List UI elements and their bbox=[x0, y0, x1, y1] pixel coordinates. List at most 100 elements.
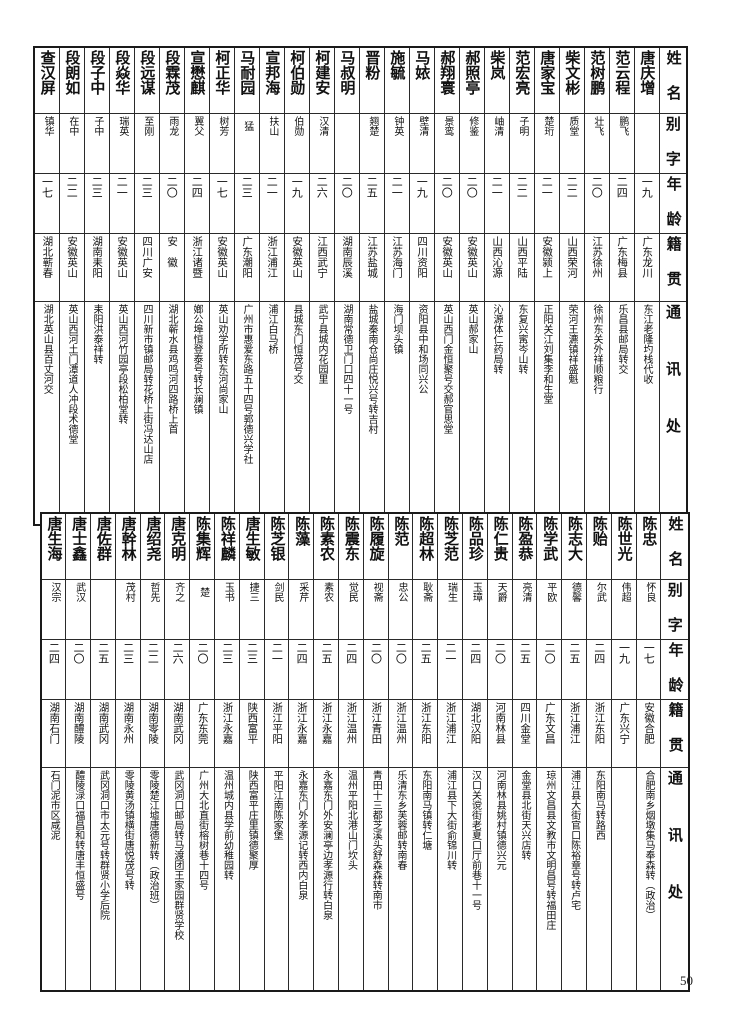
cell-text: 浦江县大街官口陈裕章号转卢宅 bbox=[568, 769, 580, 910]
cell-text: 怀良 bbox=[643, 581, 655, 602]
cell-text: 东复兴寗岑山转 bbox=[516, 303, 527, 374]
cell-text: 荣河王瀌镇祥盛魁 bbox=[566, 303, 577, 384]
cell-text: 浙江浦江 bbox=[568, 701, 581, 744]
cell-text: 玉书 bbox=[222, 581, 234, 602]
cell-text: 二四 bbox=[190, 175, 204, 198]
cell-name: 宣邦海 bbox=[258, 46, 285, 114]
cell-text: 剑民 bbox=[271, 581, 283, 602]
cell-text: 雨龙 bbox=[166, 115, 178, 136]
cell-text: 唐生敏 bbox=[243, 516, 262, 561]
cell-text: 琼州文昌县文教市文明昌号转福田庄 bbox=[543, 769, 555, 930]
cell-text: 郝照亭 bbox=[463, 50, 482, 95]
row-label-origin: 籍 贯 bbox=[658, 232, 688, 302]
cell-origin: 湖南耒阳 bbox=[83, 232, 110, 302]
cell-text: 二五 bbox=[518, 641, 532, 664]
cell-text: 二三 bbox=[121, 641, 135, 664]
cell-text: 二五 bbox=[567, 641, 581, 664]
cell-text: 二三 bbox=[90, 175, 104, 198]
cell-text: 二一 bbox=[390, 175, 404, 198]
cell-origin: 浙江永嘉 bbox=[313, 698, 340, 768]
cell-address: 河南林县姚村镇德兴元 bbox=[486, 766, 513, 992]
cell-text: 二〇 bbox=[369, 641, 383, 664]
cell-age: 二〇 bbox=[387, 638, 414, 700]
cell-text: 唐士鑫 bbox=[70, 516, 89, 561]
row-label-name: 姓 名 bbox=[658, 46, 688, 114]
cell-alias: 楚 bbox=[189, 578, 216, 640]
cell-text: 采芹 bbox=[296, 581, 308, 602]
cell-age: 二五 bbox=[561, 638, 588, 700]
cell-address: 广州大北直街榕树巷十四号 bbox=[189, 766, 216, 992]
cell-text: 二二 bbox=[65, 175, 79, 198]
cell-alias: 视斋 bbox=[362, 578, 389, 640]
cell-text: 安徽合肥 bbox=[643, 701, 656, 744]
cell-alias: 亮清 bbox=[511, 578, 538, 640]
cell-origin: 浙江永嘉 bbox=[214, 698, 240, 768]
row-label-age: 年 龄 bbox=[660, 638, 690, 700]
cell-alias: 玉书 bbox=[214, 578, 240, 640]
cell-origin: 山西平陆 bbox=[508, 232, 535, 302]
cell-address: 平阳江南陈家堡 bbox=[263, 766, 290, 992]
scan-edge-mask bbox=[717, 0, 733, 1024]
cell-text: 山西平陆 bbox=[516, 235, 529, 278]
cell-age: 二四 bbox=[586, 638, 612, 700]
cell-name: 陈履旋 bbox=[362, 512, 389, 580]
cell-alias: 子中 bbox=[83, 112, 110, 174]
cell-text: 盐城秦南仓尚庄悦兴号转吉村 bbox=[366, 303, 377, 434]
cell-text: 柴岚 bbox=[488, 50, 507, 80]
cell-text: 陈祥麟 bbox=[218, 516, 237, 561]
cell-text: 亮清 bbox=[519, 581, 531, 602]
cell-text: 景鸾 bbox=[441, 115, 453, 136]
cell-text: 二〇 bbox=[590, 175, 604, 198]
cell-age: 二六 bbox=[308, 172, 335, 234]
cell-text: 二一 bbox=[270, 641, 284, 664]
cell-text: 湖北蕲水县鸡鸣河四路桥上首 bbox=[166, 303, 177, 434]
cell-text: 安徽英山 bbox=[291, 235, 304, 278]
cell-age: 二四 bbox=[40, 638, 67, 700]
cell-name: 陈集辉 bbox=[189, 512, 216, 580]
cell-name: 段朗如 bbox=[58, 46, 85, 114]
cell-text: 湖南常德卫门口四十一号 bbox=[341, 303, 352, 414]
cell-text: 段远谋 bbox=[138, 50, 157, 95]
cell-alias: 修鉴 bbox=[458, 112, 485, 174]
cell-text: 柴文彬 bbox=[563, 50, 582, 95]
cell-address: 零陵楚江墟唐德新转（政治班） bbox=[139, 766, 166, 992]
cell-text: 安徽英山 bbox=[66, 235, 79, 278]
cell-text: 唐庆增 bbox=[638, 50, 657, 95]
cell-text: 二六 bbox=[315, 175, 329, 198]
cell-text: 英山劝学所转东河尚家山 bbox=[216, 303, 227, 414]
cell-name: 范宏亮 bbox=[508, 46, 535, 114]
cell-address: 温州城内县学前幼稚园转 bbox=[214, 766, 240, 992]
cell-address: 英山西河竹园亭段松柏堂转 bbox=[108, 300, 135, 526]
cell-name: 陈素农 bbox=[313, 512, 340, 580]
cell-name: 马叔明 bbox=[333, 46, 360, 114]
cell-address: 石门泥市区咸泥 bbox=[40, 766, 67, 992]
cell-text: 安徽颍上 bbox=[541, 235, 554, 278]
cell-text: 一七 bbox=[215, 175, 229, 198]
cell-text: 温州平阳北港山门坎头 bbox=[345, 769, 357, 870]
cell-address: 东阳南马转路西 bbox=[586, 766, 612, 992]
cell-text: 觉民 bbox=[346, 581, 358, 602]
cell-alias: 采芹 bbox=[288, 578, 315, 640]
cell-text: 二二 bbox=[146, 641, 160, 664]
cell-alias: 哲先 bbox=[139, 578, 166, 640]
cell-text: 河南林县姚村镇德兴元 bbox=[494, 769, 506, 870]
cell-address: 湖南常德卫门口四十一号 bbox=[333, 300, 360, 526]
cell-text: 查汉屏 bbox=[38, 50, 57, 95]
cell-text: 一七 bbox=[642, 641, 656, 664]
cell-alias: 茂村 bbox=[114, 578, 141, 640]
cell-address: 武冈洞口市太元号转群贤小学后院 bbox=[90, 766, 116, 992]
cell-text: 武宁县城内花园里 bbox=[316, 303, 327, 384]
cell-name: 唐克明 bbox=[164, 512, 191, 580]
cell-text: 陕西富平 bbox=[246, 701, 259, 744]
cell-age: 二五 bbox=[358, 172, 385, 234]
cell-text: 陈震东 bbox=[342, 516, 361, 561]
cell-age: 二三 bbox=[238, 638, 265, 700]
cell-text: 浙江东阳 bbox=[419, 701, 432, 744]
cell-text: 段霖茂 bbox=[163, 50, 182, 95]
row-label-text: 籍 贯 bbox=[666, 701, 685, 753]
cell-text: 一九 bbox=[290, 175, 304, 198]
cell-text: 唐家宝 bbox=[538, 50, 557, 95]
cell-text: 英山西河土门潭道人冲段术德堂 bbox=[66, 303, 77, 444]
cell-origin: 广东文昌 bbox=[536, 698, 563, 768]
roster-table-top-body: 查汉屏 段朗如 段子中 段焱华 段远谋 段霖茂 宣懋麒 柯正华 马耐园 宣邦海 柯伯勋 柯建安 马叔明晋… bbox=[33, 46, 688, 526]
